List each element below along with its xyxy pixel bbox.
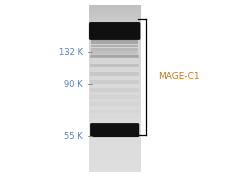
Bar — [91, 48, 138, 51]
Bar — [91, 38, 138, 41]
Text: 132 K: 132 K — [59, 48, 83, 57]
Bar — [90, 95, 139, 99]
Bar — [91, 45, 138, 47]
Bar — [90, 88, 139, 92]
Bar — [91, 54, 138, 57]
Bar — [90, 64, 139, 67]
Bar — [90, 102, 139, 106]
Bar — [90, 55, 139, 58]
Text: 55 K: 55 K — [64, 132, 83, 141]
Bar — [90, 80, 139, 84]
Text: MAGE-C1: MAGE-C1 — [158, 72, 200, 81]
Bar — [90, 110, 139, 113]
FancyBboxPatch shape — [90, 123, 139, 137]
Bar — [91, 51, 138, 54]
Bar — [90, 72, 139, 76]
Bar — [91, 41, 138, 44]
FancyBboxPatch shape — [89, 22, 140, 40]
Text: 90 K: 90 K — [64, 80, 83, 88]
